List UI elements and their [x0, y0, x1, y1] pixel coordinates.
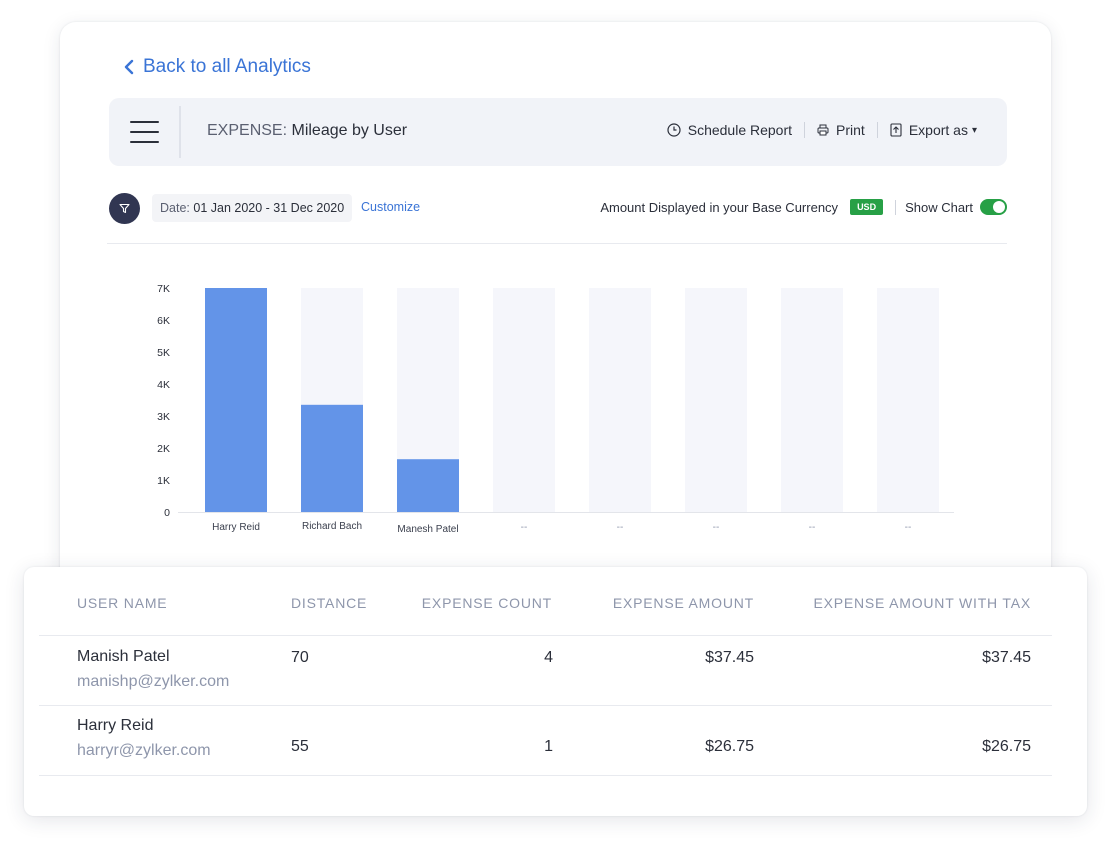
funnel-icon [119, 203, 130, 214]
y-tick-label: 5K [157, 347, 170, 359]
bar [301, 404, 363, 512]
expense-amount-value: $26.75 [705, 738, 754, 755]
x-tick-label: -- [905, 522, 912, 533]
x-tick-label: Manesh Patel [397, 524, 458, 535]
divider [107, 243, 1007, 244]
report-name: Mileage by User [291, 122, 408, 139]
export-as-dropdown[interactable]: Export as ▾ [890, 122, 977, 138]
expense-amount-tax-value: $37.45 [982, 649, 1031, 666]
currency-note: Amount Displayed in your Base Currency [600, 199, 839, 215]
bar [397, 459, 459, 512]
y-tick-label: 6K [157, 315, 170, 327]
bar-track [685, 288, 747, 512]
mileage-table: USER NAME DISTANCE EXPENSE COUNT EXPENSE… [24, 567, 1087, 816]
y-tick-label: 1K [157, 475, 170, 487]
bar [205, 288, 267, 512]
date-range-chip[interactable]: Date: 01 Jan 2020 - 31 Dec 2020 [152, 194, 353, 222]
bar-track [877, 288, 939, 512]
back-link-label: Back to all Analytics [143, 56, 311, 77]
date-label: Date: [160, 201, 190, 215]
bar-track [493, 288, 555, 512]
print-button[interactable]: Print [817, 122, 865, 138]
expense-count-value: 4 [544, 649, 553, 666]
column-header-expense-amount[interactable]: EXPENSE AMOUNT [612, 595, 754, 611]
y-tick-label: 4K [157, 379, 170, 391]
schedule-report-button[interactable]: Schedule Report [667, 122, 792, 138]
y-tick-label: 7K [157, 283, 170, 295]
header-divider [179, 106, 181, 158]
report-title: EXPENSE: Mileage by User [207, 122, 407, 140]
filter-row: Date: 01 Jan 2020 - 31 Dec 2020 Customiz… [109, 193, 1007, 224]
user-email: manishp@zylker.com [77, 673, 230, 690]
schedule-report-label: Schedule Report [687, 122, 793, 138]
y-tick-label: 3K [157, 411, 170, 423]
currency-separator [895, 199, 897, 215]
x-tick-label: -- [809, 522, 816, 533]
filter-button[interactable] [109, 193, 140, 224]
action-separator [804, 122, 806, 138]
column-header-user-name[interactable]: USER NAME [77, 595, 168, 611]
y-tick-label: 0 [164, 507, 170, 519]
currency-badge: USD [850, 199, 884, 215]
y-tick-label: 2K [157, 443, 170, 455]
menu-icon[interactable] [130, 121, 159, 143]
row-divider [39, 705, 1052, 706]
customize-link[interactable]: Customize [361, 200, 421, 214]
row-divider [39, 775, 1052, 776]
x-tick-label: -- [617, 522, 624, 533]
x-tick-label: -- [713, 522, 720, 533]
distance-value: 70 [291, 649, 309, 666]
column-header-expense-amount-with-tax[interactable]: EXPENSE AMOUNT WITH TAX [813, 595, 1031, 611]
column-header-expense-count[interactable]: EXPENSE COUNT [421, 595, 552, 611]
date-range-value: 01 Jan 2020 - 31 Dec 2020 [193, 201, 345, 215]
user-name: Harry Reid [77, 717, 154, 734]
export-as-label: Export as [908, 122, 968, 138]
x-tick-label: Richard Bach [302, 521, 362, 532]
user-name: Manish Patel [77, 648, 170, 665]
caret-down-icon: ▾ [971, 124, 977, 136]
report-type: EXPENSE: [207, 122, 288, 139]
distance-value: 55 [291, 738, 309, 755]
clock-icon [667, 123, 681, 137]
show-chart-label: Show Chart [905, 199, 973, 215]
expense-amount-value: $37.45 [705, 649, 754, 666]
bar-track [781, 288, 843, 512]
expense-amount-tax-value: $26.75 [982, 738, 1031, 755]
x-tick-label: -- [521, 522, 528, 533]
report-header: EXPENSE: Mileage by User Schedule Report… [109, 98, 1007, 166]
x-tick-label: Harry Reid [212, 522, 260, 533]
column-header-distance[interactable]: DISTANCE [291, 595, 368, 611]
expense-count-value: 1 [544, 738, 553, 755]
mileage-bar-chart: 0 1K 2K 3K 4K 5K 6K 7K Harry Reid Richard Bach Man… [157, 283, 954, 535]
export-icon [890, 123, 902, 137]
header-divider [39, 635, 1052, 636]
chevron-left-icon [124, 59, 134, 75]
action-separator [876, 122, 878, 138]
show-chart-toggle[interactable] [980, 199, 1007, 215]
print-label: Print [836, 122, 865, 138]
bar-track [589, 288, 651, 512]
printer-icon [817, 124, 829, 136]
back-to-analytics-link[interactable]: Back to all Analytics [121, 56, 311, 78]
user-email: harryr@zylker.com [77, 742, 211, 759]
